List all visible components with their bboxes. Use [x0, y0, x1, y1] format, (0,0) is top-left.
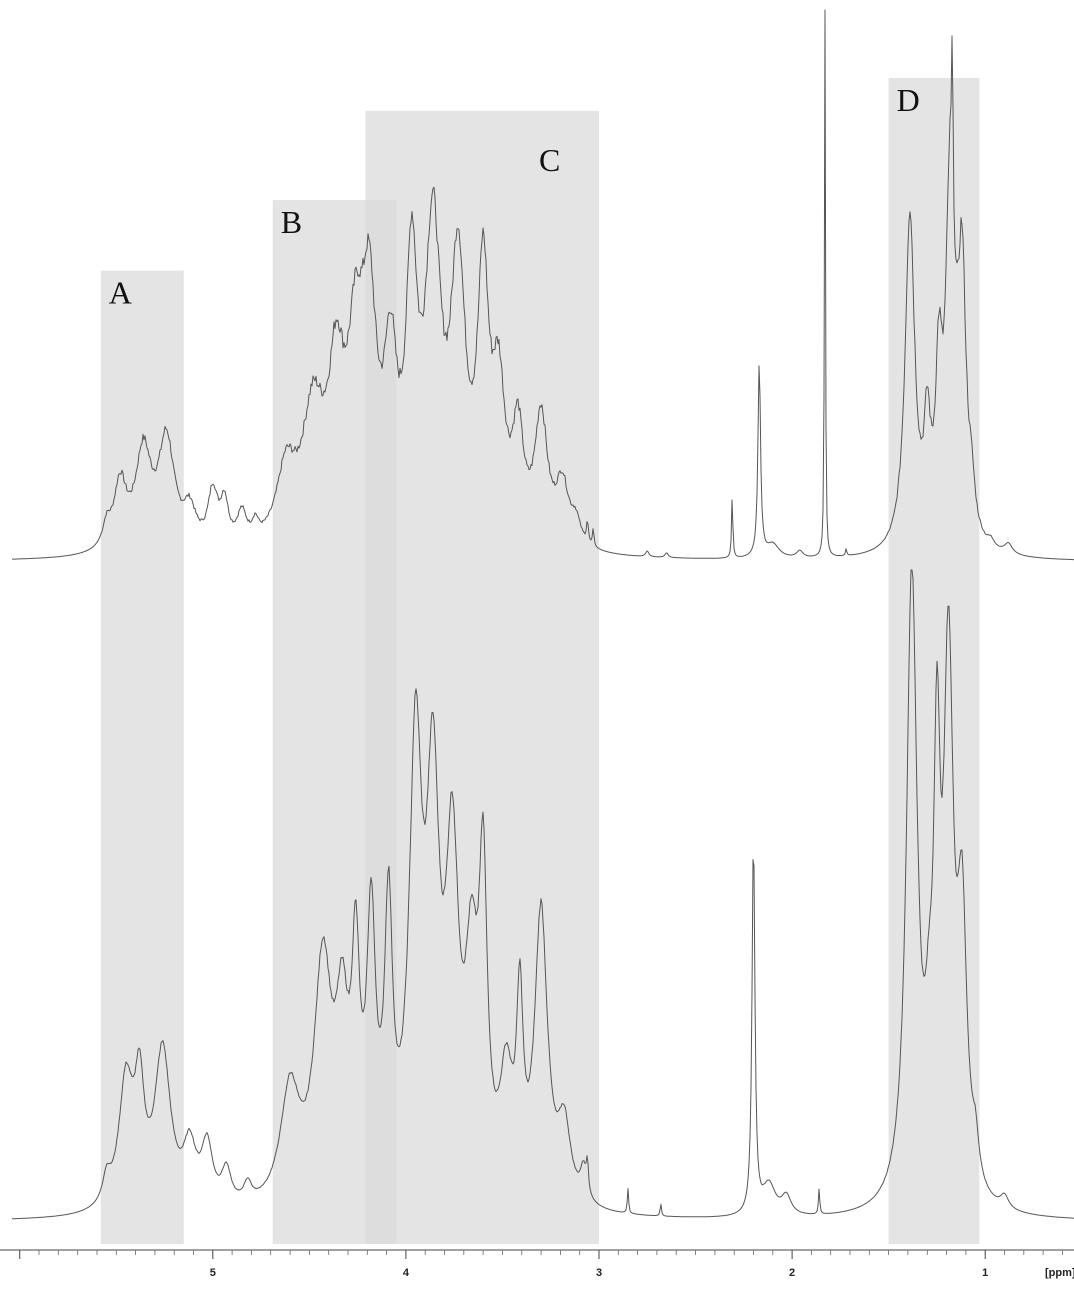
x-tick-label: 2 — [789, 1267, 795, 1279]
highlight-regions — [100, 77, 980, 1245]
spectrum-trace-bottom — [11, 569, 1074, 1220]
region-labels: A B C D — [109, 82, 920, 311]
region-c — [365, 110, 599, 1244]
x-tick-label: 1 — [982, 1267, 988, 1279]
spectrum-trace-top — [11, 9, 1074, 561]
x-axis: [ppm] 5 4 3 2 1 — [0, 1249, 1074, 1279]
region-d — [888, 77, 980, 1244]
region-a — [100, 270, 184, 1245]
region-label-d: D — [897, 82, 920, 118]
x-tick-label: 3 — [596, 1267, 602, 1279]
region-label-b: B — [281, 204, 302, 240]
spectrum-traces — [11, 9, 1074, 1220]
x-tick-label: 4 — [403, 1267, 410, 1279]
region-label-c: C — [539, 142, 560, 178]
x-axis-title: [ppm] — [1045, 1267, 1074, 1279]
x-tick-label: 5 — [210, 1267, 216, 1279]
region-label-a: A — [109, 275, 132, 311]
